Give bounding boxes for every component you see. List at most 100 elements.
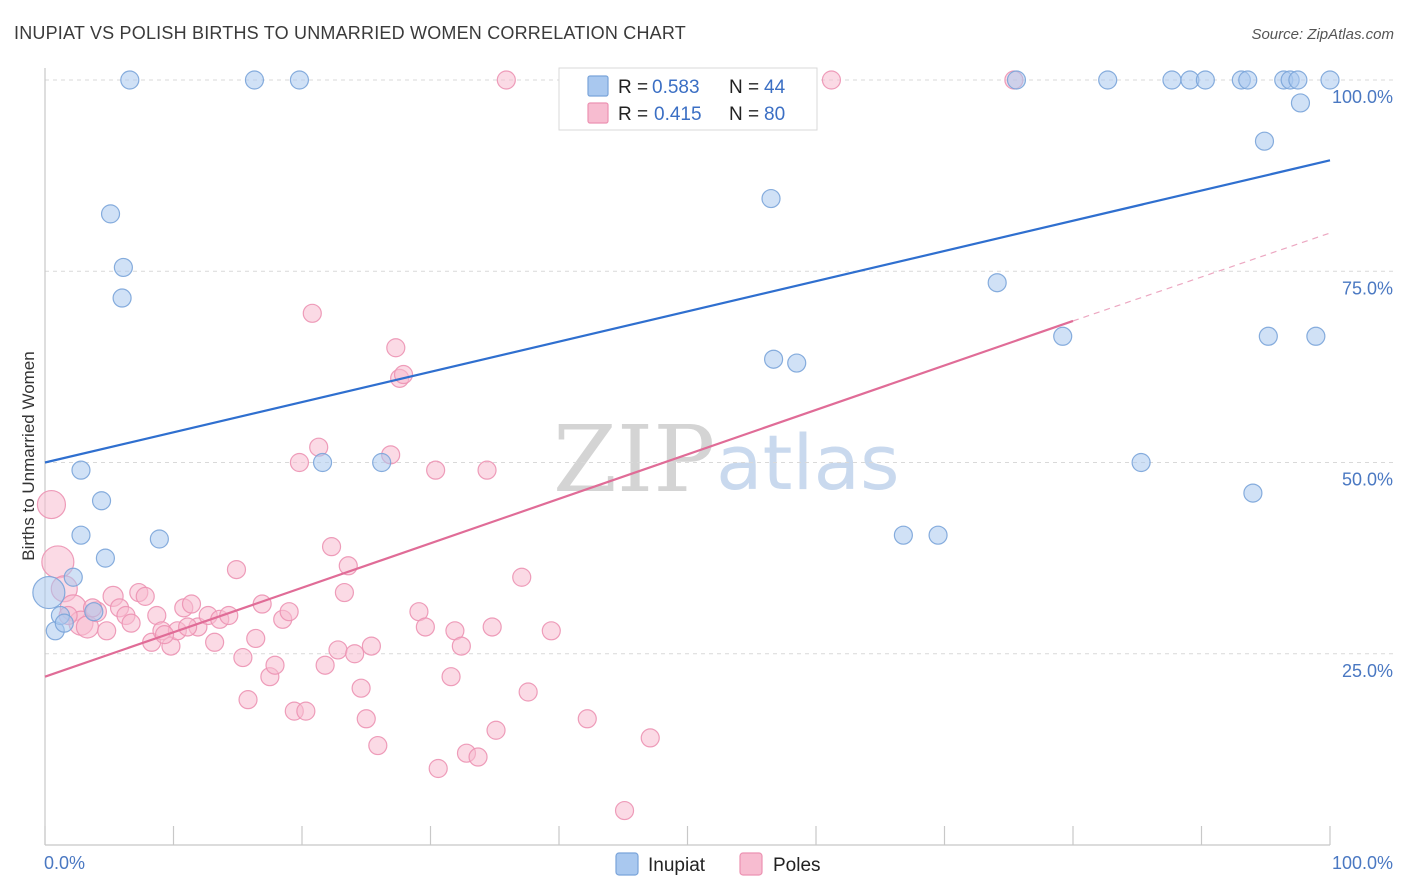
legend-inupiat-n-label: N =	[729, 77, 759, 98]
poles-point	[477, 460, 497, 480]
inupiat-point	[1306, 326, 1326, 346]
poles-trend-line	[44, 319, 1074, 678]
y-tick-label-75: 75.0%	[1342, 278, 1393, 298]
poles-point	[181, 594, 202, 614]
poles-point	[428, 758, 448, 779]
inupiat-point	[928, 525, 948, 545]
poles-point	[351, 678, 371, 698]
inupiat-point	[1288, 70, 1308, 90]
y-axis-label: Births to Unmarried Women	[19, 351, 38, 560]
series-legend: Inupiat Poles	[615, 852, 821, 876]
poles-point	[36, 489, 67, 520]
inupiat-point	[1131, 452, 1151, 473]
poles-point	[482, 617, 502, 637]
x-tick-label-min: 0.0%	[44, 853, 85, 873]
bottom-legend-inupiat: Inupiat	[648, 855, 706, 876]
y-tick-label-100: 100.0%	[1332, 87, 1393, 107]
inupiat-point	[32, 575, 66, 610]
inupiat-trend-line	[44, 159, 1331, 464]
inupiat-point	[100, 204, 121, 224]
poles-point	[334, 582, 355, 603]
legend-swatch-inupiat	[587, 75, 609, 97]
watermark-zip: ZIP	[553, 406, 715, 513]
legend-inupiat-n-value: 44	[764, 77, 786, 98]
inupiat-point	[1162, 70, 1182, 90]
poles-point	[121, 613, 141, 633]
poles-point	[518, 682, 538, 702]
inupiat-point	[112, 288, 132, 308]
y-tick-label-25: 25.0%	[1342, 661, 1393, 681]
legend-poles-r-value: 0.415	[654, 104, 702, 125]
inupiat-point	[120, 70, 140, 90]
poles-point	[265, 655, 285, 675]
legend-poles-r-label: R =	[618, 104, 648, 125]
inupiat-point	[149, 529, 169, 549]
poles-point	[279, 602, 299, 622]
inupiat-point	[372, 452, 392, 473]
poles-point	[302, 303, 322, 323]
poles-point	[451, 636, 471, 656]
poles-point	[821, 70, 842, 90]
inupiat-point	[1290, 93, 1311, 113]
poles-point	[393, 364, 414, 385]
poles-point	[415, 617, 435, 637]
inupiat-point	[54, 613, 74, 633]
inupiat-point	[71, 525, 91, 545]
poles-point	[386, 338, 406, 358]
inupiat-point	[1320, 70, 1340, 90]
bottom-legend-poles: Poles	[773, 855, 821, 876]
inupiat-point	[987, 273, 1007, 293]
bottom-legend-swatch-inupiat	[615, 852, 639, 876]
inupiat-point	[1195, 70, 1215, 90]
poles-point	[315, 655, 335, 675]
poles-point	[468, 747, 488, 767]
poles-point	[321, 537, 342, 557]
poles-point	[135, 586, 155, 606]
correlation-legend: R = 0.583 N = 44 R = 0.415 N = 80	[558, 67, 818, 131]
y-tick-label-50: 50.0%	[1342, 470, 1393, 490]
inupiat-point	[84, 602, 104, 622]
poles-point	[296, 701, 316, 721]
poles-point	[614, 800, 635, 821]
legend-swatch-poles	[587, 102, 609, 124]
poles-point	[345, 644, 365, 664]
legend-inupiat-r-label: R =	[618, 77, 648, 98]
inupiat-points	[32, 70, 1340, 641]
inupiat-point	[63, 567, 83, 587]
poles-point	[368, 735, 388, 756]
inupiat-point	[1254, 131, 1275, 151]
axes	[44, 68, 1331, 846]
inupiat-point	[787, 353, 807, 373]
inupiat-point	[91, 491, 112, 511]
poles-point	[577, 709, 597, 729]
inupiat-point	[893, 525, 913, 545]
grid-lines	[45, 79, 1395, 655]
chart-source: Source: ZipAtlas.com	[1251, 26, 1394, 43]
inupiat-point	[289, 70, 310, 90]
poles-point	[97, 621, 117, 641]
legend-inupiat-r-value: 0.583	[652, 77, 700, 98]
inupiat-point	[312, 452, 333, 473]
inupiat-point	[761, 188, 781, 209]
y-tick-labels: 25.0% 50.0% 75.0% 100.0%	[1332, 87, 1393, 681]
inupiat-point	[1006, 70, 1027, 90]
poles-point	[356, 709, 376, 729]
watermark: ZIP atlas	[553, 406, 900, 513]
legend-poles-n-label: N =	[729, 104, 759, 125]
poles-point	[226, 559, 247, 580]
x-tick-label-max: 100.0%	[1332, 853, 1393, 873]
trend-lines	[44, 159, 1331, 678]
poles-point	[486, 720, 506, 740]
poles-point	[512, 567, 532, 587]
poles-point	[205, 632, 225, 652]
inupiat-point	[1238, 70, 1258, 90]
poles-point	[361, 636, 381, 656]
poles-trend-extension	[1072, 232, 1331, 322]
inupiat-point	[1258, 326, 1278, 346]
legend-poles-n-value: 80	[764, 104, 785, 125]
poles-point	[328, 640, 348, 660]
inupiat-point	[71, 460, 91, 480]
inupiat-point	[1243, 483, 1263, 503]
inupiat-point	[1098, 70, 1118, 90]
